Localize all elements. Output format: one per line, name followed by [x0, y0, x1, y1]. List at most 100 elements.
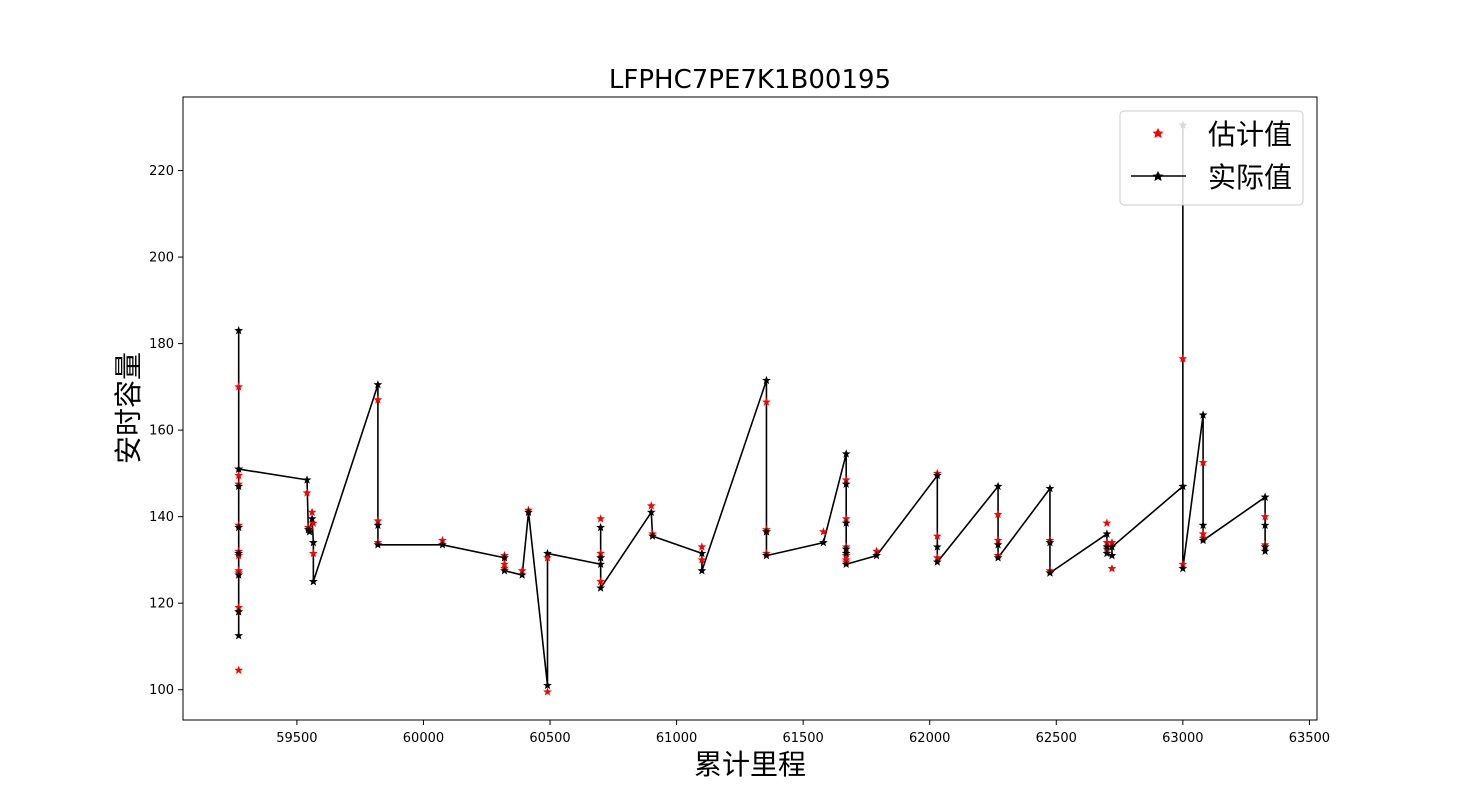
actual-point: [543, 548, 552, 558]
actual-point: [307, 514, 317, 523]
estimate-point: [302, 488, 312, 497]
estimate-point: [234, 602, 244, 612]
actual-point: [438, 540, 447, 549]
actual-point: [762, 551, 771, 560]
actual-point: [1102, 548, 1112, 558]
estimate-point: [841, 475, 851, 484]
y-axis: 100 120 140 160 180 200 220: [149, 164, 183, 698]
y-axis-label: 安时容量: [112, 352, 145, 464]
actual-point: [302, 475, 312, 484]
actual-point: [841, 479, 851, 488]
estimate-point: [819, 527, 828, 536]
x-tick-label: 62500: [1036, 731, 1077, 746]
actual-point: [1102, 529, 1112, 538]
actual-point: [1045, 538, 1055, 547]
estimate-point: [697, 542, 707, 551]
actual-point: [1198, 535, 1208, 545]
actual-point: [543, 680, 552, 690]
legend-estimate-label: 估计值: [1208, 118, 1292, 151]
actual-point: [1260, 492, 1270, 501]
x-tick-label: 62000: [909, 731, 950, 746]
actual-point: [234, 631, 244, 640]
actual-point: [841, 548, 851, 558]
x-axis-label: 累计里程: [694, 748, 806, 781]
estimate-point: [1198, 529, 1208, 538]
y-tick-label: 160: [149, 424, 174, 439]
estimate-point: [1107, 538, 1117, 547]
estimate-point: [596, 514, 606, 523]
actual-point: [1107, 551, 1117, 560]
actual-point: [932, 542, 942, 551]
estimate-point: [1178, 354, 1188, 363]
actual-point: [1260, 520, 1270, 530]
estimate-point: [438, 535, 447, 545]
actual-point: [993, 540, 1003, 549]
actual-point: [1178, 563, 1188, 573]
actual-point: [517, 570, 527, 579]
estimate-point: [543, 687, 552, 696]
actual-point: [234, 464, 244, 473]
actual-point: [1045, 568, 1055, 577]
plot-frame: [182, 96, 1318, 721]
actual-point: [697, 548, 707, 558]
x-tick-label: 60000: [403, 731, 444, 746]
x-tick-label: 61500: [782, 731, 823, 746]
actual-point: [1260, 542, 1270, 551]
estimate-point: [234, 470, 244, 480]
actual-point: [1198, 410, 1208, 419]
x-tick-label: 60500: [529, 731, 570, 746]
actual-point: [373, 540, 383, 549]
estimate-point: [762, 397, 771, 406]
estimate-point: [993, 509, 1003, 519]
actual-point: [596, 559, 606, 568]
legend-actual-label: 实际值: [1208, 161, 1292, 194]
actual-point: [500, 553, 509, 562]
actual-point: [993, 553, 1003, 562]
actual-point: [234, 548, 244, 558]
x-tick-label: 61000: [656, 731, 697, 746]
estimate-point: [1198, 457, 1208, 467]
estimate-point: [307, 507, 317, 517]
estimate-point: [932, 553, 942, 562]
actual-point: [373, 520, 383, 530]
actual-point: [1260, 546, 1270, 555]
estimate-point: [596, 576, 606, 586]
actual-point: [841, 449, 851, 458]
actual-point: [993, 481, 1003, 491]
actual-point: [596, 583, 606, 592]
actual-point: [234, 522, 244, 532]
y-tick-label: 100: [149, 683, 174, 698]
actual-point: [308, 576, 318, 586]
actual-point: [872, 551, 881, 560]
y-tick-label: 120: [149, 597, 174, 612]
legend-box: [1119, 110, 1304, 206]
x-axis: 59500 60000 60500 61000 61500 62000 62500 63000…: [276, 720, 1330, 746]
estimate-point: [993, 535, 1003, 545]
estimate-point: [373, 516, 383, 525]
x-tick-label: 63000: [1162, 731, 1203, 746]
estimate-point: [543, 553, 552, 562]
actual-point: [524, 507, 533, 517]
actual-point: [596, 522, 606, 532]
legend: 估计值 实际值: [1119, 110, 1304, 206]
actual-point: [841, 559, 851, 568]
estimate-point: [308, 548, 318, 558]
x-tick-label: 63500: [1289, 731, 1330, 746]
actual-point: [841, 544, 851, 553]
actual-point: [234, 607, 244, 616]
actual-point: [697, 566, 707, 575]
actual-point: [648, 531, 657, 540]
data-layer: [234, 120, 1270, 696]
estimate-point: [308, 518, 318, 527]
estimate-point: [500, 559, 509, 568]
y-tick-label: 220: [149, 164, 174, 179]
estimate-point: [697, 555, 707, 564]
estimate-point: [234, 665, 244, 674]
estimate-point: [1102, 518, 1112, 527]
actual-point: [932, 470, 942, 480]
legend-estimate-marker: [1152, 128, 1164, 138]
estimate-point: [1107, 563, 1117, 573]
estimate-point: [234, 382, 244, 391]
estimate-point: [872, 546, 881, 555]
